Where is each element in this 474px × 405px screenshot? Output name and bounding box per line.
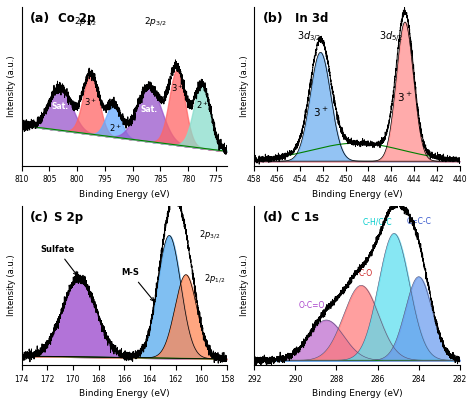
Text: $3d_{3/2}$: $3d_{3/2}$ bbox=[297, 30, 321, 45]
Y-axis label: Intensity (a.u.): Intensity (a.u.) bbox=[240, 255, 249, 316]
Y-axis label: Intensity (a.u.): Intensity (a.u.) bbox=[240, 55, 249, 117]
Text: C-H/C-C: C-H/C-C bbox=[363, 217, 392, 226]
Text: $2^+$: $2^+$ bbox=[195, 99, 209, 111]
Text: $2p_{1/2}$: $2p_{1/2}$ bbox=[204, 272, 225, 285]
Text: (c): (c) bbox=[30, 211, 49, 224]
X-axis label: Binding Energy (eV): Binding Energy (eV) bbox=[79, 389, 170, 398]
Text: Sat.: Sat. bbox=[52, 102, 69, 111]
Text: $3d_{5/2}$: $3d_{5/2}$ bbox=[379, 30, 403, 45]
X-axis label: Binding Energy (eV): Binding Energy (eV) bbox=[312, 190, 402, 199]
Y-axis label: Intensity (a.u.): Intensity (a.u.) bbox=[7, 255, 16, 316]
Text: (a): (a) bbox=[30, 12, 50, 25]
Text: Co 2p: Co 2p bbox=[58, 12, 96, 25]
Y-axis label: Intensity (a.u.): Intensity (a.u.) bbox=[7, 55, 16, 117]
Text: $3^+$: $3^+$ bbox=[171, 82, 183, 94]
X-axis label: Binding Energy (eV): Binding Energy (eV) bbox=[79, 190, 170, 199]
Text: C-O: C-O bbox=[358, 269, 372, 278]
Text: $2p_{3/2}$: $2p_{3/2}$ bbox=[199, 228, 220, 241]
Text: M-S: M-S bbox=[122, 268, 154, 301]
Text: C 1s: C 1s bbox=[291, 211, 319, 224]
Text: In 3d: In 3d bbox=[295, 12, 329, 25]
Text: S 2p: S 2p bbox=[55, 211, 83, 224]
Text: $2^+$: $2^+$ bbox=[109, 122, 122, 134]
Text: $2p_{3/2}$: $2p_{3/2}$ bbox=[144, 15, 166, 28]
Text: (d): (d) bbox=[263, 211, 283, 224]
Text: $3^+$: $3^+$ bbox=[397, 91, 413, 104]
Text: Sulfate: Sulfate bbox=[40, 245, 77, 275]
Text: O-C=O: O-C=O bbox=[299, 301, 325, 310]
Text: C=C-C: C=C-C bbox=[406, 217, 431, 226]
Text: $3^+$: $3^+$ bbox=[84, 96, 97, 108]
X-axis label: Binding Energy (eV): Binding Energy (eV) bbox=[312, 389, 402, 398]
Text: Sat.: Sat. bbox=[141, 105, 158, 114]
Text: (b): (b) bbox=[263, 12, 283, 25]
Text: $3^+$: $3^+$ bbox=[313, 106, 328, 119]
Text: $2p_{1/2}$: $2p_{1/2}$ bbox=[74, 15, 97, 28]
